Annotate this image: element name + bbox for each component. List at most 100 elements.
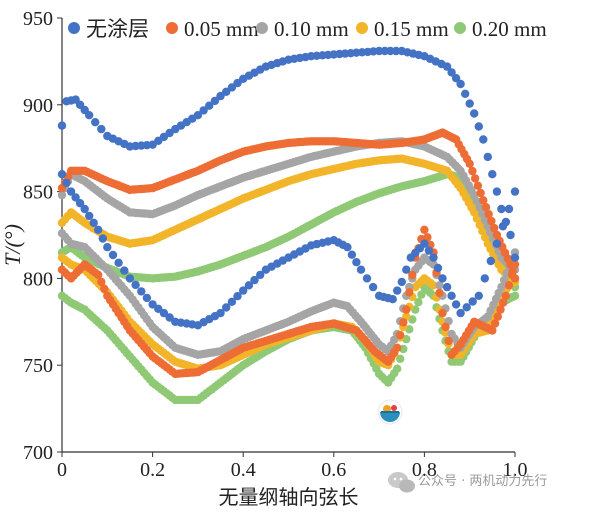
data-point [233,292,242,301]
data-point [451,300,461,309]
data-point [470,109,479,118]
series-2 [57,137,520,359]
data-point [71,193,80,202]
data-point [393,286,402,295]
data-point [451,74,461,83]
data-point [465,99,474,108]
data-point [216,308,225,318]
data-point [89,218,98,227]
data-point [420,239,429,248]
data-point [429,253,438,262]
data-point [57,170,67,179]
data-point [80,204,89,214]
x-tick-label: 0.8 [412,459,437,481]
data-point [499,298,508,307]
legend-label-4: 0.20 mm [472,17,547,41]
legend-marker-3 [356,22,368,34]
data-point [244,281,254,290]
data-point [417,290,426,299]
data-point [442,62,452,71]
data-point [94,225,103,234]
data-point [484,210,493,219]
data-point [456,79,465,89]
y-tick-label: 900 [23,95,53,117]
data-point [356,265,366,274]
data-point [414,297,423,307]
data-point [120,266,129,275]
bowl-logo-icon [377,399,403,425]
data-point [137,287,146,296]
data-point [456,308,465,318]
data-point [165,313,174,322]
data-point [470,208,479,217]
data-point [114,258,123,267]
data-point [193,111,203,120]
data-point [492,187,502,196]
y-tick-label: 850 [23,182,53,204]
data-point [250,275,259,285]
data-point [100,284,109,293]
legend: 无涂层 0.05 mm 0.10 mm 0.15 mm 0.20 mm [68,17,547,41]
data-point [405,288,414,297]
data-point [468,166,477,176]
data-point [103,243,112,252]
data-point [91,118,100,127]
data-point [475,220,484,230]
legend-marker-4 [454,22,466,34]
data-point [233,78,242,88]
data-point [94,270,103,280]
data-point [510,253,520,262]
data-point [438,274,447,283]
data-point [97,277,106,287]
data-point [501,291,511,300]
data-point [424,246,434,255]
data-point [444,336,453,346]
legend-label-1: 0.05 mm [184,17,259,41]
data-point [393,343,402,352]
data-point [388,295,397,304]
data-point [478,209,487,218]
data-point [435,288,444,298]
data-point [481,203,491,212]
data-point [256,270,265,280]
data-point [423,233,432,242]
data-point [465,159,474,168]
data-point [510,260,520,269]
data-point [62,178,71,188]
y-tick-label: 800 [23,268,53,290]
data-point [442,282,452,292]
data-point [496,305,505,314]
data-point [479,135,488,144]
data-point [352,258,361,267]
data-point [487,216,496,226]
data-point [479,196,488,205]
legend-marker-2 [256,22,268,34]
data-point [507,270,517,280]
data-point [488,326,497,335]
legend-label-3: 0.15 mm [374,17,449,41]
watermark: 公众号 · 两机动力先行 [388,472,547,493]
data-point [493,312,502,321]
data-point [510,291,520,300]
data-point [108,250,118,260]
data-point [429,281,438,290]
data-point [506,230,515,240]
data-point [98,234,108,243]
data-point [222,303,231,312]
data-point [510,187,520,196]
axis-labels: 无量纲轴向弦长 T/(°) [0,224,359,509]
data-point [474,291,483,300]
data-point [472,197,482,206]
data-point [420,225,429,234]
data-point [435,281,444,290]
data-point [396,330,405,340]
data-point [490,223,499,233]
data-point [461,89,470,99]
series-1 [57,128,520,379]
data-point [205,101,214,110]
x-tick-label: 0.2 [140,459,165,481]
data-point [343,243,352,252]
data-point [408,270,417,280]
data-point [504,204,514,214]
